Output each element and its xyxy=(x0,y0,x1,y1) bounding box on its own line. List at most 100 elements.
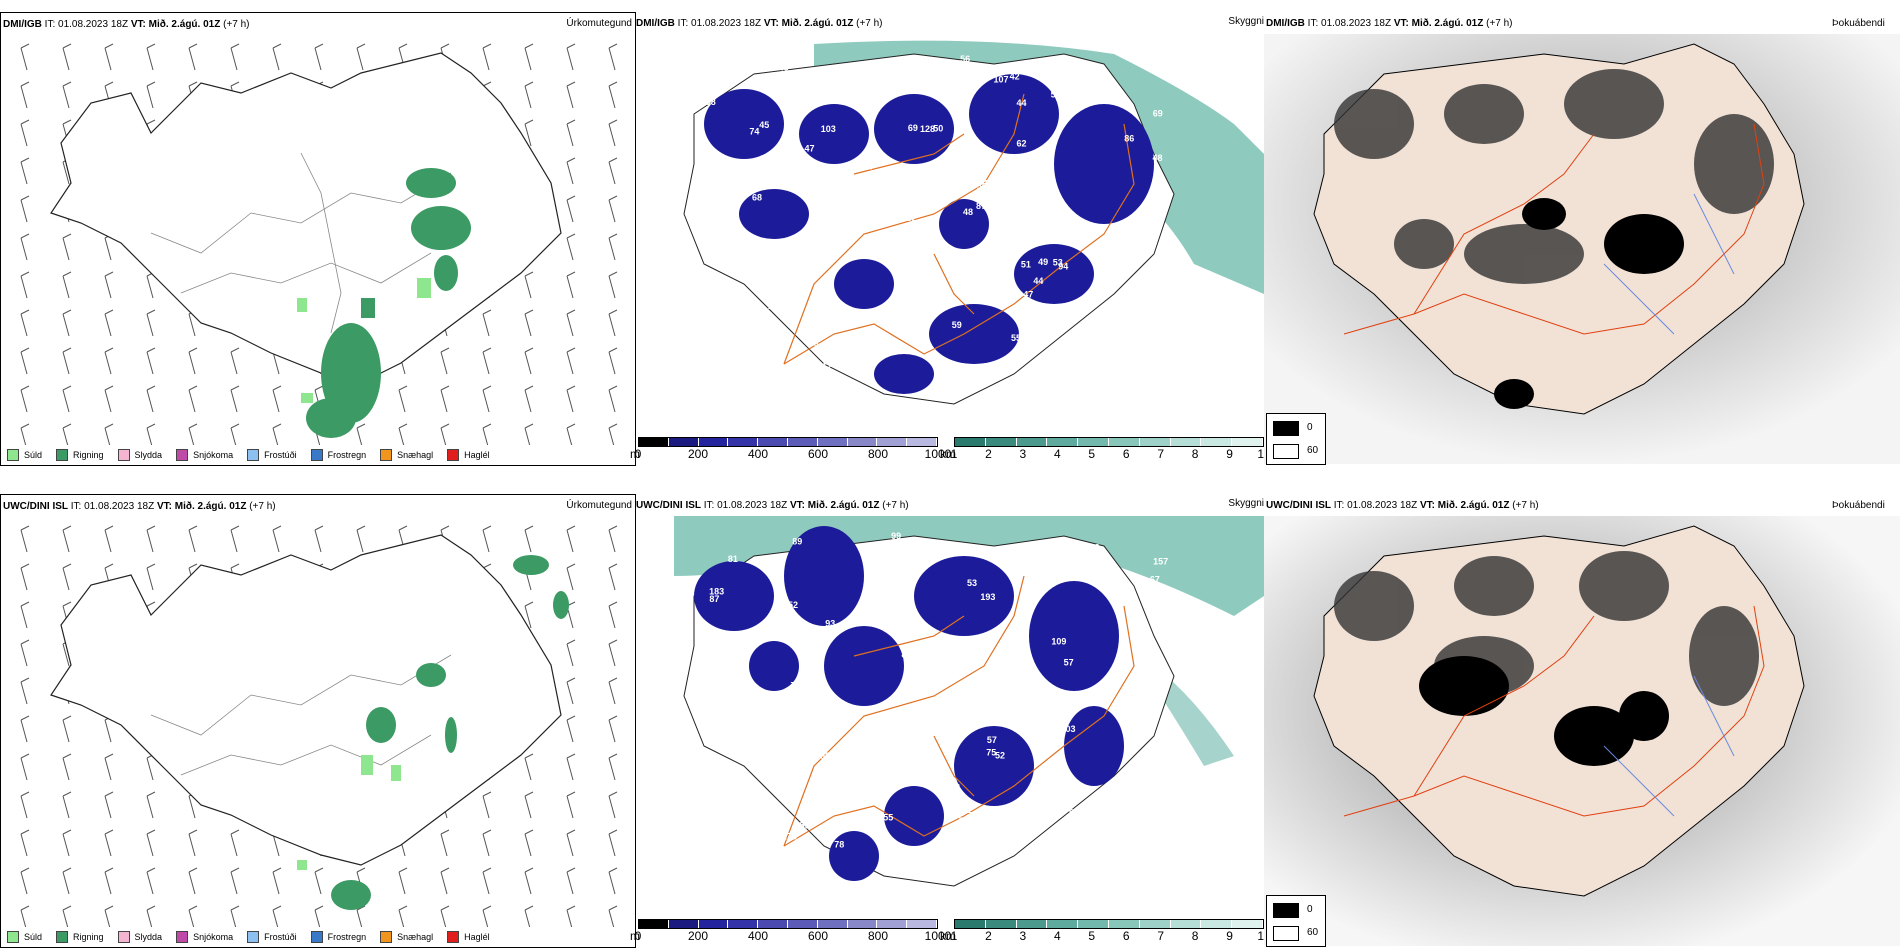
wind-barb xyxy=(608,605,616,629)
wind-barb xyxy=(230,389,238,413)
colorbar-tick: 2 xyxy=(985,447,992,461)
cloud-base-label: 72 xyxy=(708,244,718,254)
colorbar-cell xyxy=(758,920,788,928)
cloud-base-label: 50 xyxy=(1051,90,1061,100)
wind-barb-flag xyxy=(20,119,30,125)
cloud-base-label: 62 xyxy=(1016,139,1026,149)
cloud-base-label: 53 xyxy=(1061,571,1071,581)
wind-barb xyxy=(440,871,448,895)
wind-barb-flag xyxy=(62,233,72,239)
wind-barb xyxy=(272,47,280,71)
wind-barb-flag xyxy=(62,81,72,87)
wind-barb xyxy=(104,529,112,553)
legend-label: Frostregn xyxy=(327,450,367,460)
cloud-base-label: 73 xyxy=(1006,817,1016,827)
wind-barb xyxy=(104,871,112,895)
wind-barb-flag xyxy=(104,525,114,531)
wind-barb xyxy=(146,313,154,337)
cloud-base-label: 78 xyxy=(754,308,764,318)
wind-barb xyxy=(608,313,616,337)
wind-barb xyxy=(566,85,574,109)
cloud-base-label: 79 xyxy=(737,373,747,383)
cloud-base-label: 105 xyxy=(815,751,830,761)
precip-map xyxy=(1,515,635,927)
wind-barb-flag xyxy=(398,525,408,531)
wind-barb xyxy=(272,351,280,375)
wind-barb xyxy=(566,909,573,927)
wind-barb xyxy=(566,427,573,445)
fog-legend-value: 60 xyxy=(1307,927,1319,938)
wind-barb xyxy=(20,85,28,109)
cloud-base-label: 55 xyxy=(898,735,908,745)
wind-barb xyxy=(62,567,70,591)
wind-barb xyxy=(146,351,154,375)
cloud-base-label: 48 xyxy=(1152,153,1162,163)
cloud-base-label: 77 xyxy=(1015,669,1025,679)
legend-label: Súld xyxy=(24,450,43,460)
wind-barb-flag xyxy=(62,753,72,759)
cloud-base-label: 69 xyxy=(1153,108,1163,118)
wind-barb xyxy=(608,567,616,591)
colorbar-unit: m xyxy=(630,929,640,943)
wind-barb xyxy=(146,567,154,591)
cloud-base-label: 105 xyxy=(912,735,927,745)
wind-barb xyxy=(566,643,574,667)
colorbar-cell xyxy=(955,920,986,928)
cloud-base-label: 50 xyxy=(910,191,920,201)
cloud-base-label: 53 xyxy=(1053,257,1063,267)
wind-barb-flag xyxy=(608,753,618,759)
wind-barb-flag xyxy=(146,309,156,315)
colorbar-tick: 3 xyxy=(1019,447,1027,461)
legend-swatch xyxy=(7,931,19,943)
wind-barb xyxy=(608,427,615,445)
cloud-base-label: 51 xyxy=(1021,259,1031,269)
cloud-base-label: 56 xyxy=(960,54,970,64)
wind-barb xyxy=(608,757,616,781)
wind-barb-flag xyxy=(566,905,576,911)
legend-label: Frostúði xyxy=(264,450,297,460)
fog-legend-swatch xyxy=(1273,926,1299,941)
fog-map xyxy=(1264,516,1900,946)
colorbar-cell xyxy=(817,438,848,446)
legend-item-7: Haglél xyxy=(447,931,490,943)
wind-barb xyxy=(524,909,531,927)
wind-barb-flag xyxy=(482,791,492,797)
wind-barb-flag xyxy=(20,791,30,797)
wind-barb xyxy=(20,123,28,147)
panel-title: Skyggni xyxy=(1228,498,1264,509)
wind-barb-flag xyxy=(398,423,408,429)
wind-barb-flag xyxy=(146,867,156,873)
fog-panel-row2: UWC/DINI ISL IT: 01.08.2023 18Z VT: Mið.… xyxy=(1264,494,1900,947)
legend-label: Frostúði xyxy=(264,932,297,942)
colorbar-cell xyxy=(639,920,669,928)
wind-barb-flag xyxy=(188,423,198,429)
cloud-base-label: 90 xyxy=(1069,808,1079,818)
cloud-base-label: 43 xyxy=(895,228,905,238)
cloud-base-label: 68 xyxy=(773,46,783,56)
wind-barb xyxy=(230,871,238,895)
wind-barb-flag xyxy=(608,639,618,645)
wind-barb-flag xyxy=(524,271,534,277)
wind-barb xyxy=(524,47,532,71)
wind-barb-flag xyxy=(188,43,198,49)
cloud-base-label: 59 xyxy=(697,165,707,175)
wind-barb-flag xyxy=(482,867,492,873)
wind-barb-flag xyxy=(314,43,324,49)
wind-barb-flag xyxy=(62,119,72,125)
cloud-base-label: 45 xyxy=(759,120,769,130)
wind-barb-flag xyxy=(230,43,240,49)
legend-item-0: Súld xyxy=(7,931,42,943)
wind-barb xyxy=(608,237,616,261)
wind-barb xyxy=(188,351,196,375)
colorbar-tick: 6 xyxy=(1122,929,1130,943)
wind-barb xyxy=(272,871,280,895)
legend-label: Frostregn xyxy=(327,932,367,942)
precip-legend: Súld Rigning Slydda Snjókoma Frostúði Frostre… xyxy=(7,931,500,943)
wind-barb xyxy=(62,237,70,261)
colorbar-cell xyxy=(1108,920,1140,928)
wind-barb xyxy=(608,529,616,553)
wind-barb-flag xyxy=(608,791,618,797)
wind-barb xyxy=(524,85,532,109)
cloud-base-label: 69 xyxy=(908,123,918,133)
colorbar-cell xyxy=(1016,920,1048,928)
